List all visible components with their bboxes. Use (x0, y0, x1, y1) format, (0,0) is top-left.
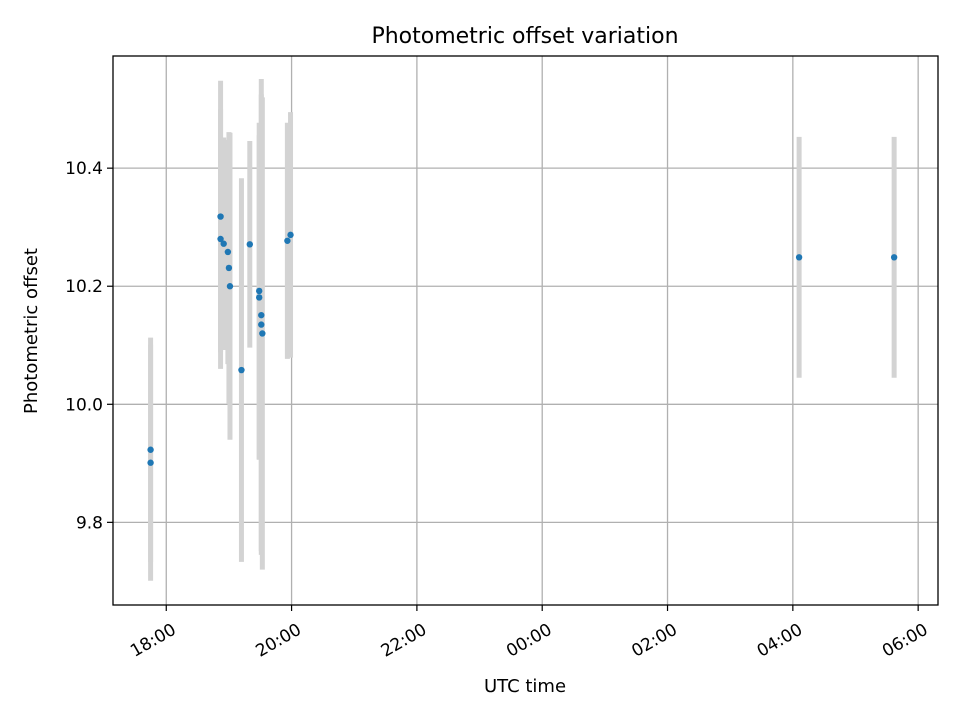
y-tick-label: 9.8 (76, 513, 103, 533)
plot-frame (112, 55, 939, 606)
data-point (238, 366, 245, 374)
data-point (795, 254, 803, 261)
x-axis-ticks: 18:00 20:00 22:00 00:00 02:00 04:00 06:00 (127, 605, 931, 662)
data-point (217, 235, 224, 243)
x-axis-label: UTC time (484, 676, 566, 697)
y-tick-label: 10.0 (65, 395, 103, 415)
data-point (220, 240, 227, 247)
data-points-layer (147, 213, 898, 466)
data-point (258, 321, 265, 328)
x-tick-label: 22:00 (378, 620, 430, 662)
data-point (225, 264, 233, 272)
data-point (287, 231, 294, 239)
y-axis-label: Photometric offset (21, 248, 42, 414)
error-bars-layer (148, 79, 897, 581)
data-point (226, 283, 234, 290)
chart-title: Photometric offset variation (371, 24, 678, 49)
data-point (256, 287, 263, 295)
x-tick-label: 00:00 (503, 620, 555, 662)
x-tick-label: 02:00 (628, 620, 680, 662)
x-tick-label: 20:00 (252, 620, 304, 662)
data-point (284, 237, 291, 244)
data-point (258, 311, 265, 319)
y-axis-ticks: 9.8 10.0 10.2 10.4 (65, 159, 113, 533)
y-tick-label: 10.2 (65, 277, 103, 297)
data-point (224, 248, 232, 256)
x-tick-label: 18:00 (127, 620, 179, 662)
data-point (890, 254, 898, 261)
data-point (256, 294, 263, 301)
data-point (259, 330, 266, 337)
data-point (147, 446, 154, 453)
y-tick-label: 10.4 (65, 159, 103, 179)
data-point (217, 213, 224, 220)
x-tick-label: 04:00 (754, 620, 806, 662)
x-tick-label: 06:00 (879, 620, 931, 662)
data-point (147, 459, 154, 466)
data-point (246, 241, 254, 248)
grid-layer (113, 56, 938, 605)
